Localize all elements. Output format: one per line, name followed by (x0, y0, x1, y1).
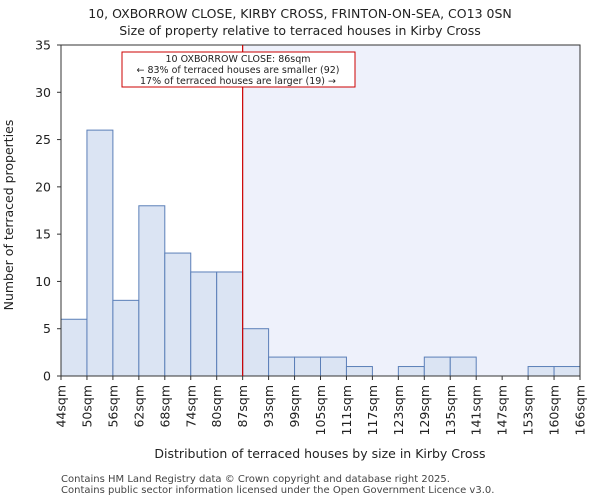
bar-111sqm (345, 366, 373, 377)
bar-80sqm (216, 271, 244, 377)
x-axis-label: Distribution of terraced houses by size … (154, 446, 485, 461)
annotation-line-3: 17% of terraced houses are larger (19) → (140, 76, 336, 87)
y-tick-label: 5 (43, 321, 51, 336)
bar-62sqm (138, 205, 166, 377)
x-tick-label: 166sqm (573, 385, 588, 435)
highlight-region (242, 45, 580, 376)
x-tick-label: 147sqm (495, 385, 510, 435)
y-tick-label: 15 (35, 227, 51, 242)
x-tick-label: 105sqm (313, 385, 328, 435)
chart-subtitle: Size of property relative to terraced ho… (119, 23, 481, 38)
y-ticks-group: 0 5 10 15 20 25 30 35 (35, 38, 61, 384)
footer-copyright: Contains HM Land Registry data © Crown c… (61, 474, 450, 485)
x-tick-label: 87sqm (235, 385, 250, 428)
x-tick-label: 117sqm (365, 385, 380, 435)
bar-68sqm (164, 252, 192, 377)
x-tick-label: 153sqm (521, 385, 536, 435)
bar-123sqm (397, 366, 425, 377)
x-tick-label: 160sqm (547, 385, 562, 435)
y-tick-label: 10 (35, 274, 51, 289)
x-tick-label: 129sqm (417, 385, 432, 435)
y-tick-label: 25 (35, 132, 51, 147)
bar-44sqm (60, 318, 88, 377)
x-tick-label: 62sqm (131, 385, 146, 428)
y-axis-label: Number of terraced properties (1, 120, 16, 311)
y-tick-label: 20 (35, 179, 51, 194)
bar-50sqm (86, 129, 114, 377)
bar-129sqm (423, 356, 451, 377)
bar-56sqm (112, 299, 140, 377)
bar-105sqm (320, 356, 347, 377)
x-tick-label: 135sqm (443, 385, 458, 435)
x-ticks-group: 44sqm 50sqm 56sqm 62sqm 68sqm 74sqm 80sqm 87sqm… (54, 376, 588, 435)
x-tick-label: 56sqm (105, 385, 120, 428)
x-tick-label: 99sqm (287, 385, 302, 428)
bar-160sqm (553, 366, 581, 377)
bar-87sqm (242, 328, 270, 377)
annotation-line-2: ← 83% of terraced houses are smaller (92… (136, 65, 339, 76)
bar-99sqm (294, 356, 321, 377)
y-tick-label: 0 (43, 369, 51, 384)
x-tick-label: 68sqm (157, 385, 172, 428)
bar-153sqm (527, 366, 555, 377)
y-tick-label: 35 (35, 38, 51, 53)
footer-licence: Contains public sector information licen… (61, 485, 495, 496)
bar-135sqm (449, 356, 477, 377)
x-tick-label: 93sqm (261, 385, 276, 428)
plot-frame (60, 44, 581, 377)
x-tick-label: 141sqm (469, 385, 484, 435)
bars-group (60, 129, 581, 377)
annotation-box (121, 51, 356, 88)
annotation-line-1: 10 OXBORROW CLOSE: 86sqm (165, 54, 310, 65)
x-tick-label: 74sqm (183, 385, 198, 428)
bar-74sqm (190, 271, 218, 377)
x-tick-label: 50sqm (79, 385, 94, 428)
bar-93sqm (268, 356, 296, 377)
y-tick-label: 30 (35, 85, 51, 100)
x-tick-label: 44sqm (54, 385, 69, 428)
chart-title: 10, OXBORROW CLOSE, KIRBY CROSS, FRINTON… (88, 6, 512, 21)
x-tick-label: 80sqm (209, 385, 224, 428)
x-tick-label: 111sqm (339, 385, 354, 435)
x-tick-label: 123sqm (391, 385, 406, 435)
